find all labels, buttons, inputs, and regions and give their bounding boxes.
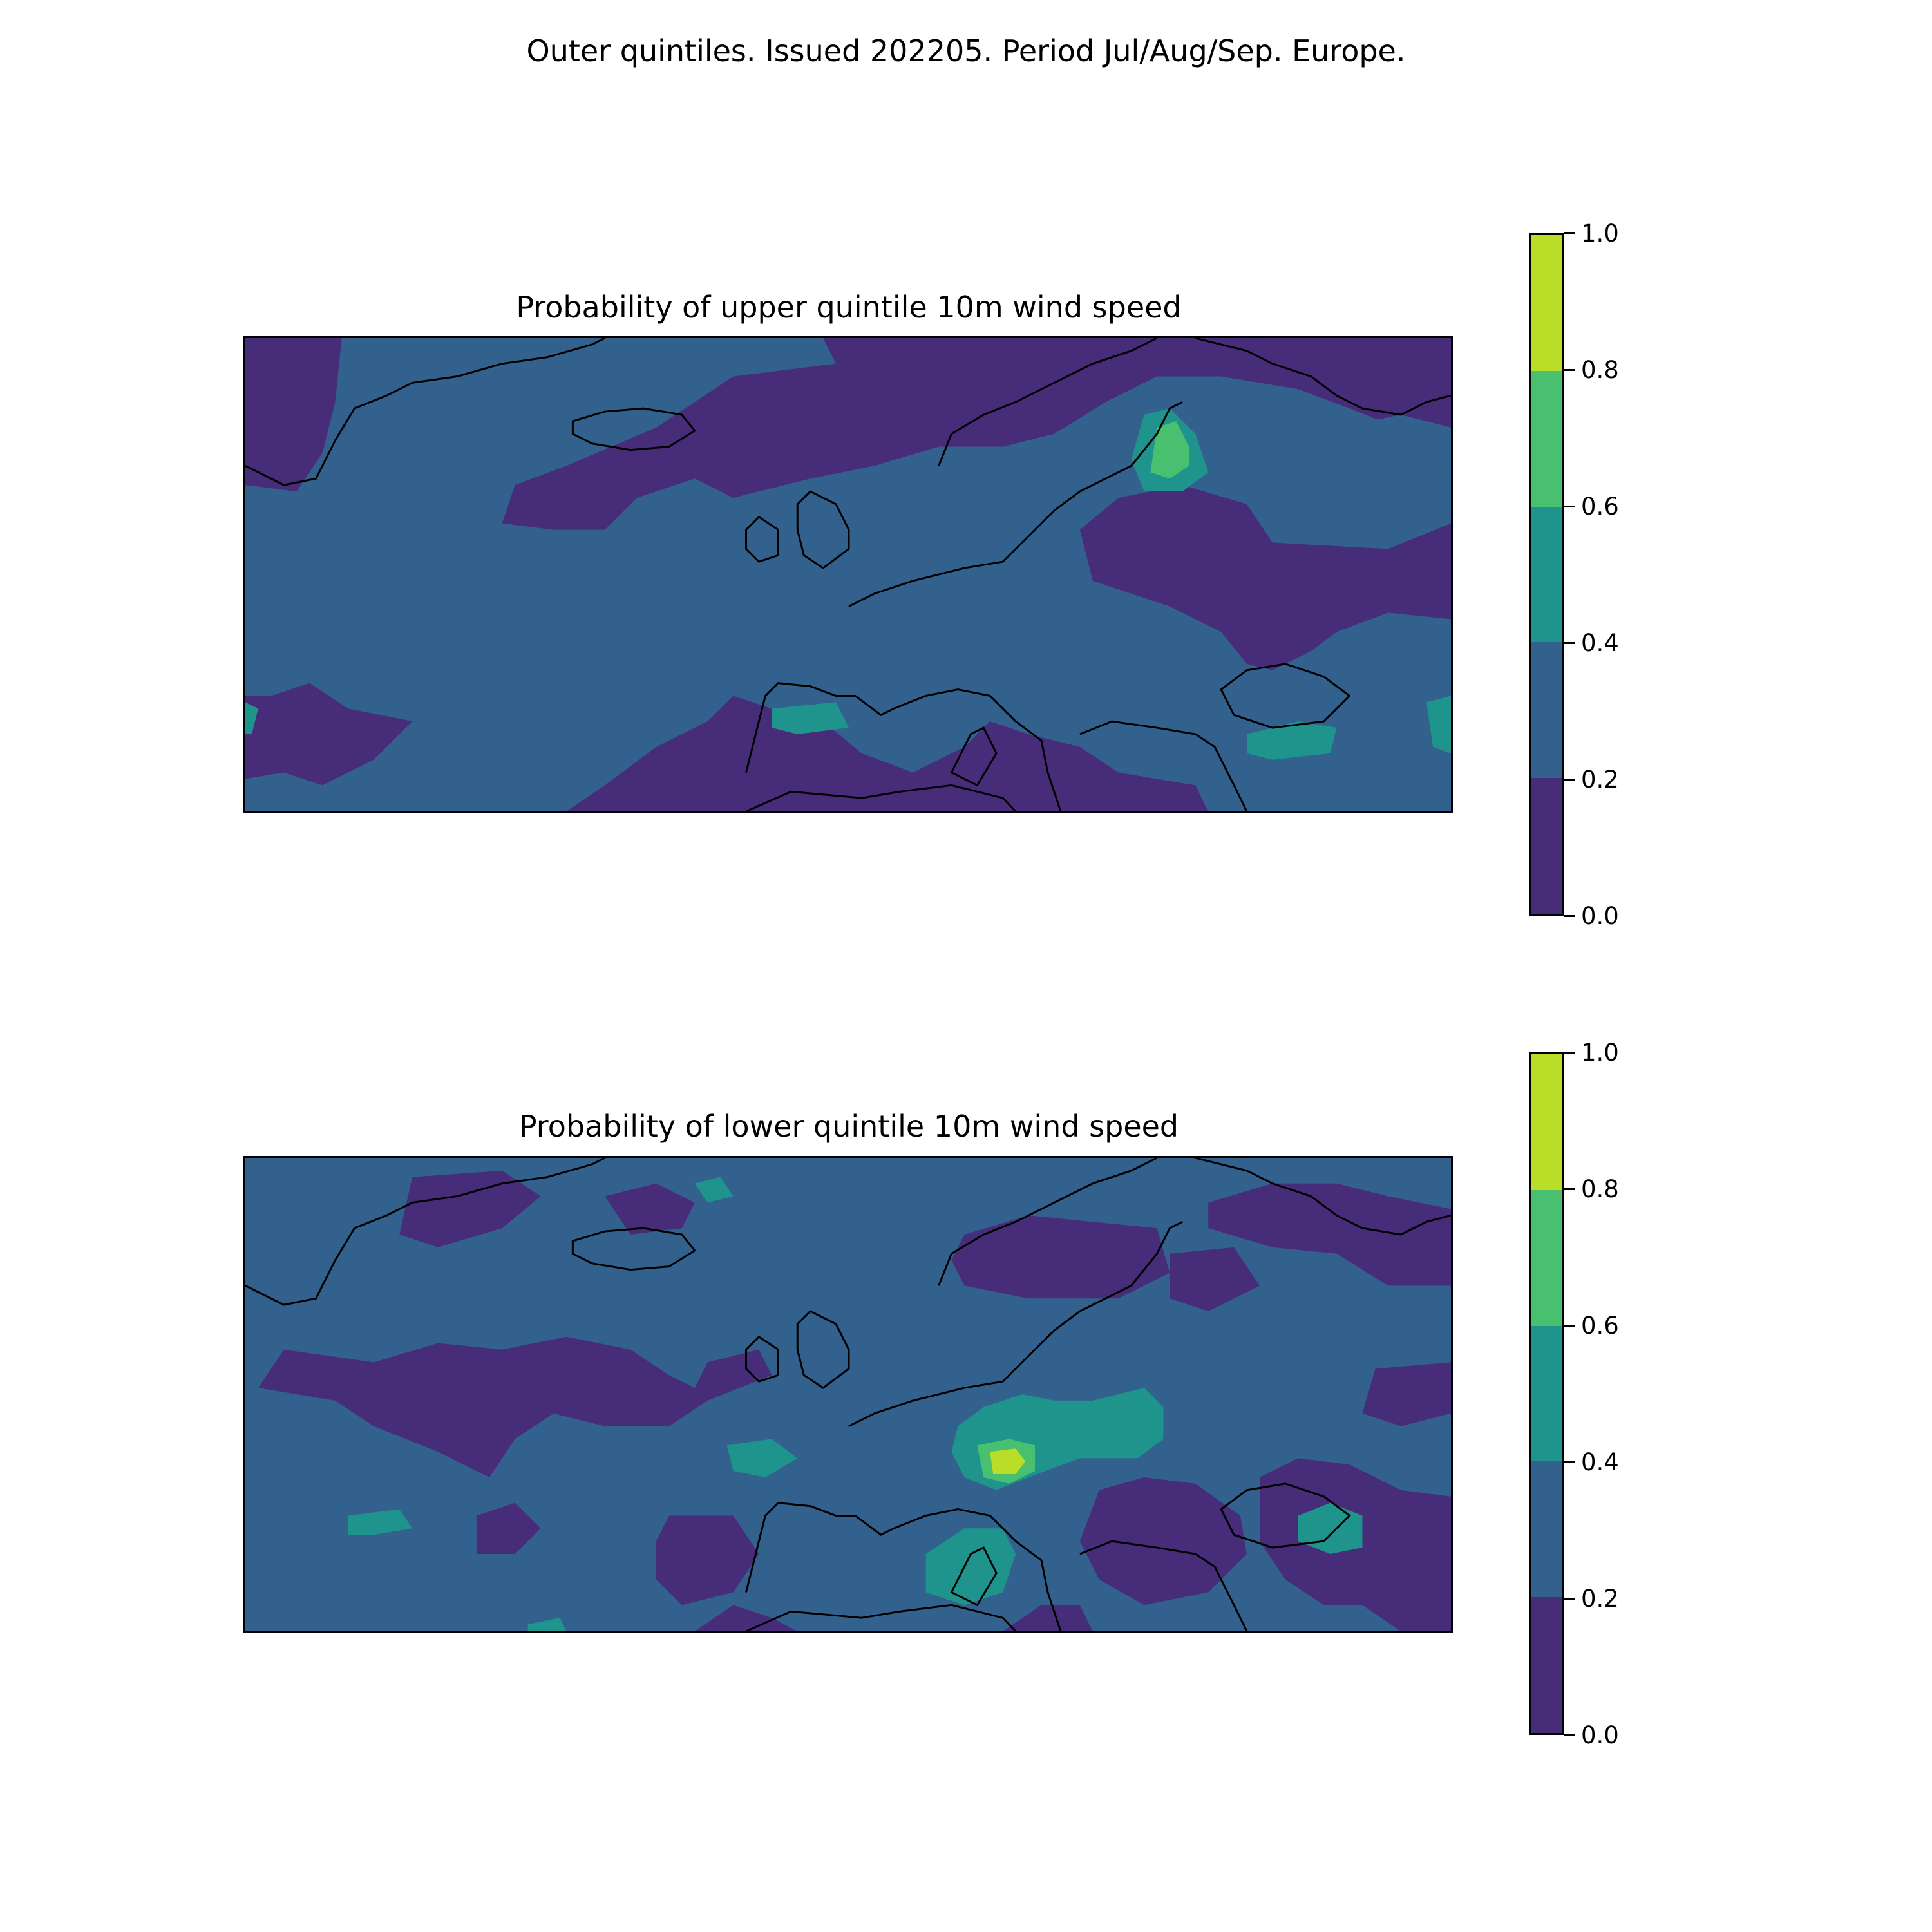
- lower-colorbar-tick: 1.0: [1581, 1039, 1619, 1066]
- upper-colorbar-band-0.4-0.6: [1531, 506, 1562, 643]
- lower-colorbar-tick: 0.4: [1581, 1448, 1619, 1476]
- upper-colorbar-band-0.2-0.4: [1531, 642, 1562, 779]
- upper-panel-title: Probability of upper quintile 10m wind s…: [516, 290, 1182, 325]
- upper-colorbar-tick: 1.0: [1581, 220, 1619, 247]
- figure-title: Outer quintiles. Issued 202205. Period J…: [526, 33, 1406, 68]
- upper-colorbar-tick: 0.4: [1581, 629, 1619, 657]
- upper-colorbar-tick: 0.6: [1581, 493, 1619, 520]
- lower-colorbar-band-0.6-0.8: [1531, 1189, 1562, 1326]
- upper-colorbar-tick: 0.8: [1581, 356, 1619, 384]
- lower-colorbar-band-0.4-0.6: [1531, 1325, 1562, 1462]
- lower-panel-title: Probability of lower quintile 10m wind s…: [518, 1109, 1179, 1144]
- upper-colorbar-band-0.0-0.2: [1531, 778, 1562, 914]
- upper-map-svg: [245, 338, 1451, 811]
- upper-colorbar-band-0.6-0.8: [1531, 370, 1562, 507]
- lower-map-svg: [245, 1158, 1451, 1631]
- upper-coastlines: [245, 338, 1451, 811]
- lower-colorbar-band-0.8-1.0: [1531, 1054, 1562, 1190]
- lower-colorbar-tick: 0.2: [1581, 1585, 1619, 1613]
- lower-field-highest: [990, 1448, 1026, 1474]
- upper-colorbar-tick: 0.2: [1581, 766, 1619, 793]
- lower-coastlines: [245, 1158, 1451, 1631]
- lower-colorbar: [1529, 1052, 1564, 1735]
- upper-field-highest: [1150, 421, 1189, 479]
- lower-colorbar-tick: 0.6: [1581, 1312, 1619, 1340]
- upper-colorbar: [1529, 233, 1564, 916]
- upper-colorbar-band-0.8-1.0: [1531, 235, 1562, 371]
- lower-colorbar-tick: 0.8: [1581, 1175, 1619, 1203]
- lower-colorbar-band-0.0-0.2: [1531, 1597, 1562, 1733]
- lower-colorbar-band-0.2-0.4: [1531, 1461, 1562, 1598]
- lower-colorbar-tick: 0.0: [1581, 1721, 1619, 1749]
- upper-field-high: [245, 408, 1451, 760]
- upper-colorbar-tick: 0.0: [1581, 902, 1619, 930]
- upper-quintile-map: [243, 336, 1453, 813]
- lower-quintile-map: [243, 1156, 1453, 1633]
